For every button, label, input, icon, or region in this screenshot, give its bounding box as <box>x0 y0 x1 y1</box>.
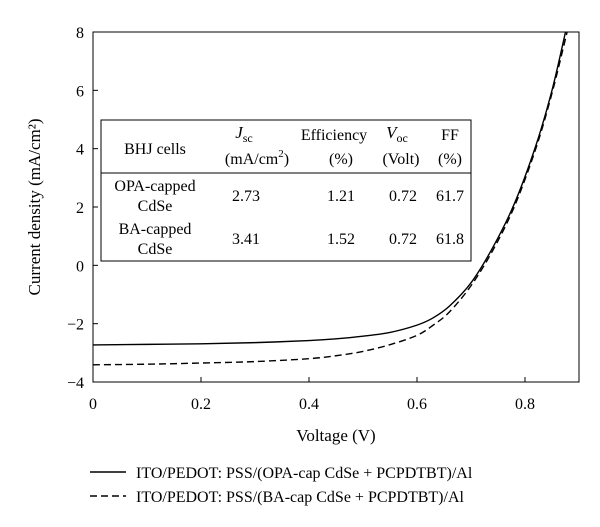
voc-symbol: V <box>386 123 399 142</box>
table-row2-voc: 0.72 <box>389 231 417 248</box>
table-header-jsc: Jsc <box>235 123 253 145</box>
x-tick-label: 0.4 <box>299 396 319 413</box>
y-tick-label: 6 <box>76 83 84 100</box>
inset-table: BHJ cells Jsc (mA/cm2) Efficiency (%) Vo… <box>100 119 472 262</box>
x-axis-label: Voltage (V) <box>296 426 375 445</box>
inset-table-border <box>100 119 472 262</box>
table-row1-name-line1: OPA-capped <box>114 178 195 195</box>
table-row1-voc: 0.72 <box>389 188 417 205</box>
jsc-unit: (mA/cm <box>225 151 279 168</box>
x-tick-label: 0.6 <box>407 396 427 413</box>
y-axis-label: Current density (mA/cm²) <box>25 119 44 296</box>
y-tick-label: −4 <box>67 375 84 392</box>
x-tick-label: 0.2 <box>191 396 211 413</box>
table-header-efficiency: Efficiency <box>301 127 367 144</box>
table-header-ff-unit: (%) <box>438 151 462 168</box>
table-header-ff: FF <box>441 127 459 144</box>
jsc-symbol: J <box>235 123 244 142</box>
legend-label-ba: ITO/PEDOT: PSS/(BA-cap CdSe + PCPDTBT)/A… <box>136 489 465 506</box>
y-tick-label: 8 <box>76 25 84 42</box>
table-header-efficiency-unit: (%) <box>329 151 353 168</box>
jsc-sub: sc <box>243 131 253 145</box>
series-line-ba-dashed <box>92 31 568 366</box>
table-row2-name-line2: CdSe <box>138 241 173 258</box>
table-row1-ff: 61.7 <box>436 188 464 205</box>
table-header-jsc-unit: (mA/cm2) <box>225 148 289 168</box>
series-layer <box>92 31 568 366</box>
x-tick-label: 0 <box>89 396 97 413</box>
axis-ticks: 0 0.2 0.4 0.6 0.8 −4 −2 0 2 4 6 8 <box>67 25 535 413</box>
y-tick-label: −2 <box>67 317 84 334</box>
table-header-cells: BHJ cells <box>124 141 186 158</box>
table-row1-name-line2: CdSe <box>138 198 173 215</box>
table-row2-name-line1: BA-capped <box>119 221 192 238</box>
y-tick-label: 4 <box>76 142 84 159</box>
series-line-opa-solid <box>92 31 567 346</box>
y-tick-label: 2 <box>76 200 84 217</box>
voc-sub: oc <box>397 131 408 145</box>
legend: ITO/PEDOT: PSS/(OPA-cap CdSe + PCPDTBT)/… <box>90 465 473 506</box>
table-row2-jsc: 3.41 <box>232 231 260 248</box>
table-row2-eff: 1.52 <box>327 231 355 248</box>
x-tick-label: 0.8 <box>515 396 535 413</box>
jsc-unit-end: ) <box>284 151 289 168</box>
table-header-voc-unit: (Volt) <box>382 151 419 168</box>
legend-label-opa: ITO/PEDOT: PSS/(OPA-cap CdSe + PCPDTBT)/… <box>136 465 473 482</box>
jsc-unit-sup: 2 <box>278 148 284 160</box>
table-row1-jsc: 2.73 <box>232 188 260 205</box>
table-row1-eff: 1.21 <box>327 188 355 205</box>
table-row2-ff: 61.8 <box>436 231 464 248</box>
table-header-voc: Voc <box>386 123 408 145</box>
y-tick-label: 0 <box>76 258 84 275</box>
